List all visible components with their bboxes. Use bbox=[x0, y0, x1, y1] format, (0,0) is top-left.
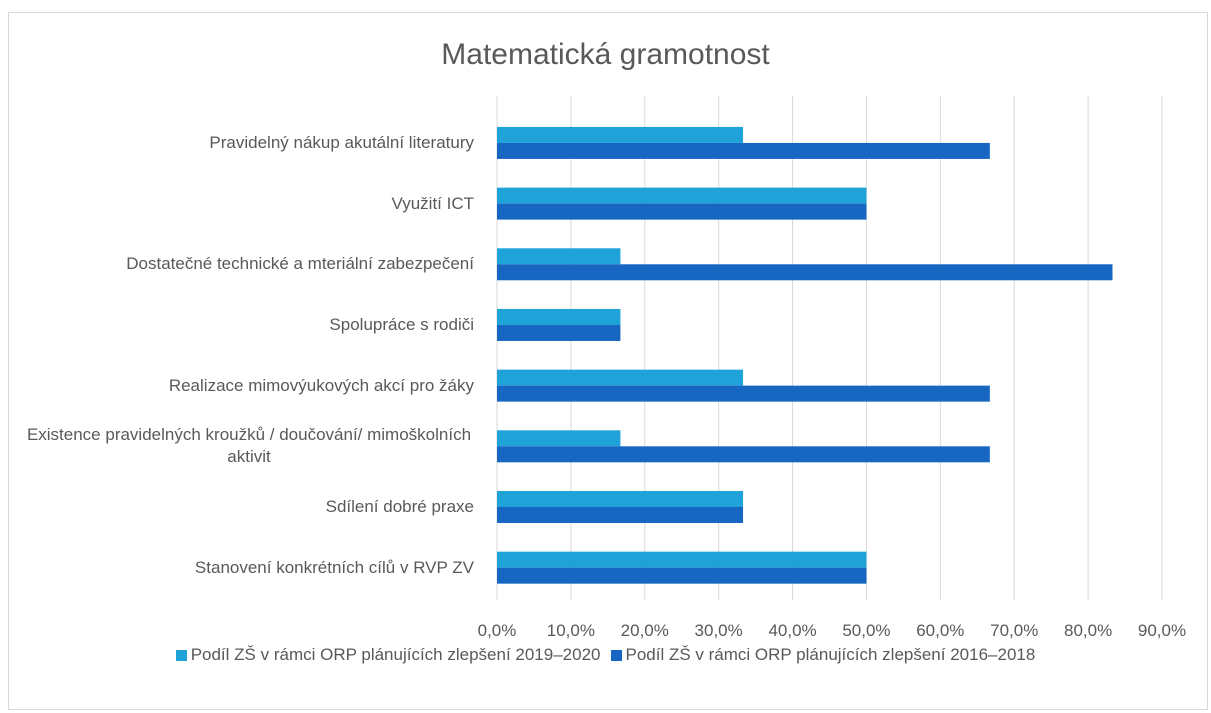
legend-label: Podíl ZŠ v rámci ORP plánujících zlepšen… bbox=[190, 645, 601, 664]
y-tick-label: Pravidelný nákup akutální literatury bbox=[10, 113, 474, 173]
x-tick-label: 30,0% bbox=[694, 621, 743, 640]
x-tick-label: 0,0% bbox=[477, 621, 517, 640]
y-tick-label: Využití ICT bbox=[10, 174, 475, 234]
bar bbox=[497, 551, 867, 568]
bar bbox=[497, 506, 744, 523]
y-tick-label: Sdílení dobré praxe bbox=[10, 477, 474, 537]
bar bbox=[497, 385, 990, 402]
category-text: Dostatečné technické a mteriální zabezpe… bbox=[126, 254, 474, 274]
bar bbox=[497, 369, 744, 386]
y-tick-label: Stanovení konkrétních cílů v RVP ZV bbox=[10, 538, 474, 598]
chart-title: Matematická gramotnost bbox=[441, 38, 770, 71]
x-tick-label: 70,0% bbox=[990, 621, 1039, 640]
x-tick-label: 90,0% bbox=[1137, 621, 1187, 640]
legend: Podíl ZŠ v rámci ORP plánujících zlepšen… bbox=[0, 645, 1211, 665]
x-tick-label: 80,0% bbox=[1064, 621, 1113, 640]
category-text: Pravidelný nákup akutální literatury bbox=[209, 132, 474, 152]
bar bbox=[497, 490, 744, 507]
bar bbox=[497, 264, 1113, 281]
y-tick-label: Existence pravidelných kroužků / doučová… bbox=[10, 416, 474, 476]
category-text: Spolupráce s rodiči bbox=[329, 314, 474, 334]
y-tick-label: Dostatečné technické a mteriální zabezpe… bbox=[10, 234, 474, 294]
bar bbox=[497, 187, 867, 204]
category-text: Využití ICT bbox=[391, 193, 475, 213]
bar bbox=[497, 142, 990, 159]
y-tick-label: Realizace mimovýukových akcí pro žáky bbox=[10, 356, 474, 416]
bar bbox=[497, 126, 744, 143]
bar bbox=[497, 324, 621, 341]
category-text: Sdílení dobré praxe bbox=[325, 496, 474, 516]
category-text: Existence pravidelných kroužků / doučová… bbox=[26, 425, 472, 467]
legend-item: Podíl ZŠ v rámci ORP plánujících zlepšen… bbox=[610, 645, 1036, 665]
legend-swatch bbox=[610, 649, 622, 661]
bar bbox=[497, 203, 867, 220]
bar bbox=[497, 308, 621, 325]
bar bbox=[497, 446, 990, 463]
x-tick-label: 20,0% bbox=[620, 621, 669, 640]
bar bbox=[497, 567, 867, 584]
chart-border bbox=[8, 12, 1208, 710]
y-tick-label: Spolupráce s rodiči bbox=[10, 295, 474, 355]
bar bbox=[497, 248, 621, 265]
x-tick-label: 40,0% bbox=[768, 621, 817, 640]
category-text: Realizace mimovýukových akcí pro žáky bbox=[168, 375, 474, 395]
legend-swatch bbox=[175, 649, 187, 661]
legend-item: Podíl ZŠ v rámci ORP plánujících zlepšen… bbox=[175, 645, 601, 665]
category-text: Stanovení konkrétních cílů v RVP ZV bbox=[194, 557, 474, 577]
x-tick-label: 60,0% bbox=[916, 621, 965, 640]
x-tick-label: 10,0% bbox=[546, 621, 595, 640]
x-tick-label: 50,0% bbox=[842, 621, 891, 640]
bar bbox=[497, 430, 621, 447]
legend-label: Podíl ZŠ v rámci ORP plánujících zlepšen… bbox=[625, 645, 1036, 664]
